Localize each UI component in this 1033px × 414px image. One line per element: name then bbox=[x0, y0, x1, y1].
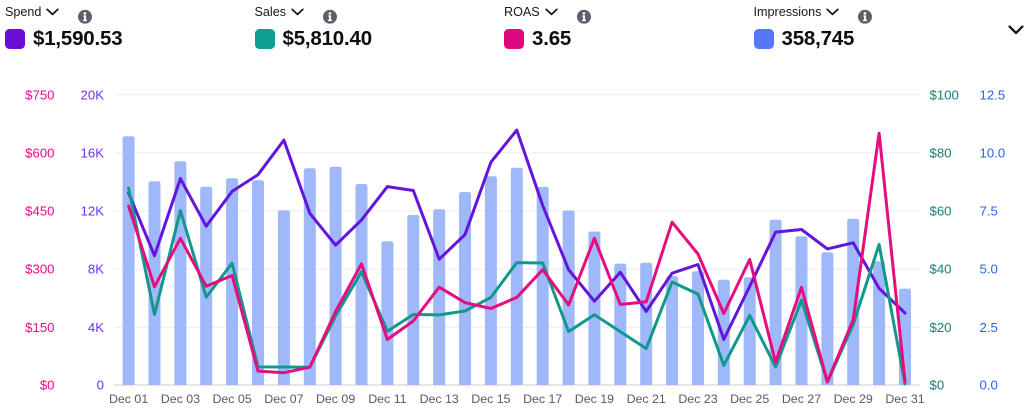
svg-text:$300: $300 bbox=[25, 262, 54, 277]
svg-text:12.5: 12.5 bbox=[980, 87, 1006, 102]
svg-text:$750: $750 bbox=[25, 87, 54, 102]
svg-text:Dec 23: Dec 23 bbox=[678, 392, 717, 406]
svg-text:8K: 8K bbox=[88, 262, 104, 277]
svg-text:Dec 15: Dec 15 bbox=[471, 392, 510, 406]
svg-text:20K: 20K bbox=[81, 87, 105, 102]
svg-text:$0: $0 bbox=[930, 378, 945, 393]
svg-text:Dec 29: Dec 29 bbox=[834, 392, 873, 406]
svg-text:Dec 19: Dec 19 bbox=[575, 392, 614, 406]
svg-text:$600: $600 bbox=[25, 146, 54, 161]
svg-text:$80: $80 bbox=[930, 146, 952, 161]
svg-text:$40: $40 bbox=[930, 262, 952, 277]
svg-text:Dec 31: Dec 31 bbox=[885, 392, 924, 406]
svg-text:$60: $60 bbox=[930, 204, 952, 219]
svg-text:16K: 16K bbox=[81, 146, 105, 161]
svg-text:Dec 07: Dec 07 bbox=[264, 392, 303, 406]
svg-text:$0: $0 bbox=[40, 378, 55, 393]
svg-text:10.0: 10.0 bbox=[980, 146, 1006, 161]
svg-text:Dec 05: Dec 05 bbox=[212, 392, 251, 406]
svg-text:2.5: 2.5 bbox=[980, 320, 998, 335]
svg-text:Dec 17: Dec 17 bbox=[523, 392, 562, 406]
svg-text:5.0: 5.0 bbox=[980, 262, 998, 277]
svg-text:Dec 11: Dec 11 bbox=[368, 392, 406, 406]
svg-text:Dec 09: Dec 09 bbox=[316, 392, 355, 406]
svg-text:Dec 25: Dec 25 bbox=[730, 392, 769, 406]
svg-text:$450: $450 bbox=[25, 204, 54, 219]
svg-text:$20: $20 bbox=[930, 320, 952, 335]
svg-text:12K: 12K bbox=[81, 204, 105, 219]
svg-text:4K: 4K bbox=[88, 320, 104, 335]
svg-text:Dec 01: Dec 01 bbox=[109, 392, 148, 406]
svg-text:$100: $100 bbox=[930, 87, 959, 102]
svg-text:Dec 13: Dec 13 bbox=[420, 392, 459, 406]
svg-text:Dec 21: Dec 21 bbox=[627, 392, 666, 406]
svg-text:$150: $150 bbox=[25, 320, 54, 335]
svg-text:0.0: 0.0 bbox=[980, 378, 998, 393]
svg-text:Dec 03: Dec 03 bbox=[161, 392, 200, 406]
svg-text:0: 0 bbox=[97, 378, 104, 393]
svg-text:Dec 27: Dec 27 bbox=[782, 392, 821, 406]
svg-text:7.5: 7.5 bbox=[980, 204, 998, 219]
